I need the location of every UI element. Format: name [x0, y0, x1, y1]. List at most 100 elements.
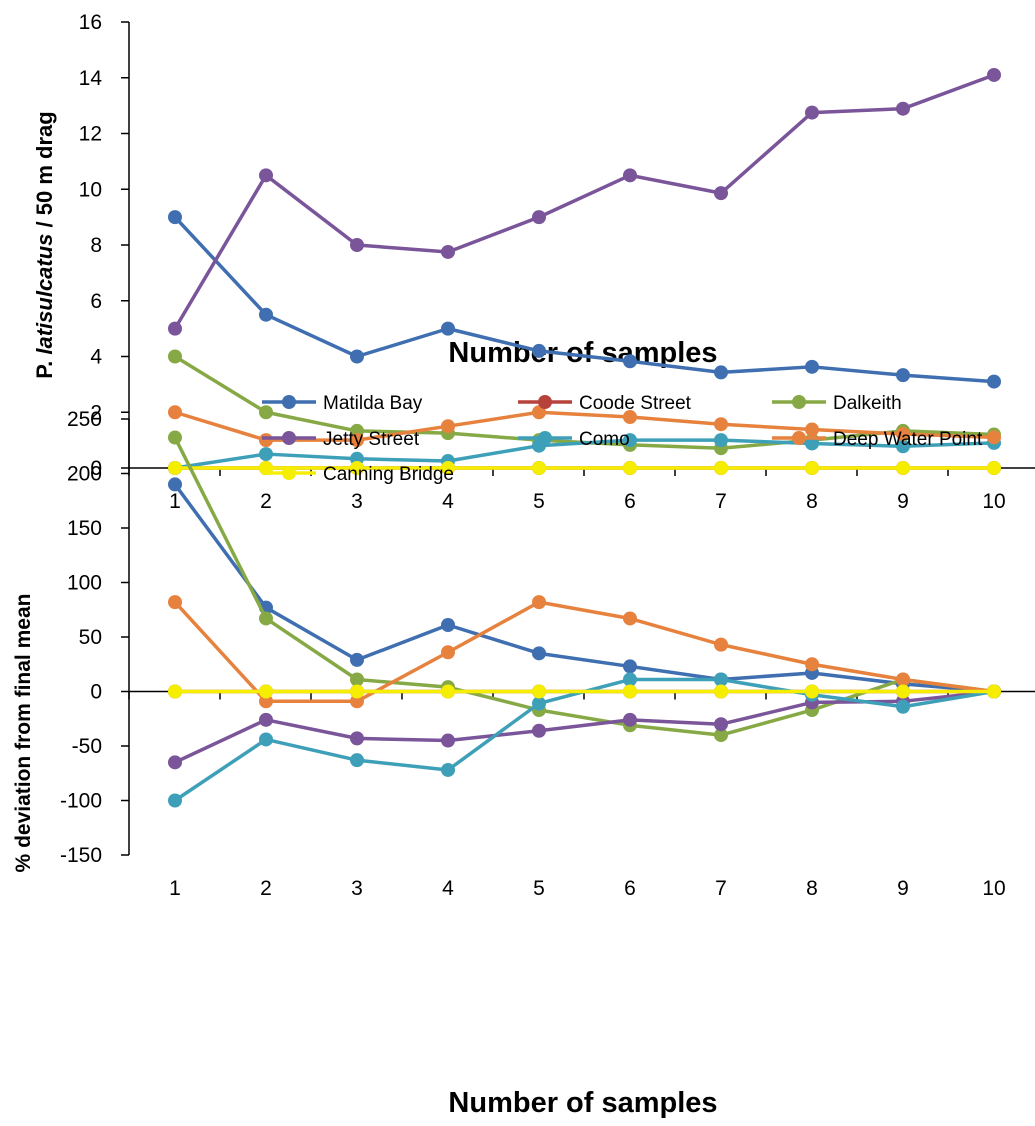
legend-label: Como [579, 429, 630, 450]
data-point-canning-bridge [532, 684, 546, 699]
data-point-como [623, 672, 637, 687]
data-point-jetty-street [350, 238, 364, 252]
data-point-canning-bridge [987, 461, 1001, 475]
data-point-deep-water-point [805, 657, 819, 672]
x-tick-label: 1 [169, 490, 181, 513]
legend-swatch-marker [538, 431, 552, 445]
series-line-matilda-bay [173, 215, 995, 384]
y-axis-title: P. latisulcatus / 50 m drag [32, 111, 57, 378]
x-axis-title: Number of samples [448, 337, 717, 369]
data-point-canning-bridge [532, 461, 546, 475]
data-point-jetty-street [168, 321, 182, 336]
data-point-dalkeith [168, 430, 182, 445]
data-point-jetty-street [350, 731, 364, 746]
data-point-matilda-bay [441, 321, 455, 336]
data-point-matilda-bay [532, 646, 546, 661]
legend-swatch-marker [282, 466, 296, 480]
legend-item-matilda-bay: Matilda Bay [262, 393, 423, 414]
data-point-como [532, 696, 546, 711]
data-point-como [350, 753, 364, 768]
data-point-jetty-street [896, 101, 910, 116]
data-point-jetty-street [441, 733, 455, 748]
data-point-canning-bridge [896, 684, 910, 699]
data-point-matilda-bay [350, 652, 364, 667]
x-tick-label: 7 [715, 490, 727, 513]
data-point-como [714, 433, 728, 448]
y-tick-label: -50 [72, 735, 102, 758]
data-point-canning-bridge [805, 461, 819, 475]
x-tick-label: 2 [260, 877, 272, 900]
data-point-dalkeith [259, 611, 273, 626]
x-tick-label: 6 [624, 877, 636, 900]
data-point-como [259, 447, 273, 462]
x-tick-label: 4 [442, 877, 454, 900]
x-tick-label: 10 [982, 490, 1005, 513]
data-point-canning-bridge [168, 684, 182, 699]
data-point-deep-water-point [805, 422, 819, 437]
data-point-dalkeith [259, 405, 273, 420]
x-tick-label: 2 [260, 490, 272, 513]
data-point-deep-water-point [532, 595, 546, 610]
data-point-matilda-bay [441, 618, 455, 633]
data-point-matilda-bay [350, 349, 364, 364]
data-point-canning-bridge [168, 461, 182, 475]
legend-item-canning-bridge: Canning Bridge [262, 464, 454, 485]
data-point-como [805, 436, 819, 451]
data-point-matilda-bay [532, 343, 546, 358]
y-tick-label: 200 [67, 463, 102, 486]
x-tick-label: 8 [806, 877, 818, 900]
legend-label: Dalkeith [833, 393, 902, 414]
data-point-como [896, 699, 910, 714]
y-tick-label: 0 [90, 457, 102, 480]
legend-swatch-marker [538, 395, 552, 409]
data-point-canning-bridge [805, 684, 819, 699]
x-tick-label: 7 [715, 877, 727, 900]
data-point-jetty-street [259, 168, 273, 183]
x-tick-label: 4 [442, 490, 454, 513]
y-tick-label: 16 [79, 11, 102, 34]
data-point-jetty-street [168, 755, 182, 770]
data-point-deep-water-point [532, 405, 546, 420]
y-tick-label: -100 [60, 790, 102, 813]
legend-swatch-marker [792, 395, 806, 409]
data-point-jetty-street [623, 712, 637, 727]
y-tick-label: 10 [79, 178, 102, 201]
data-point-deep-water-point [168, 595, 182, 610]
series-line-matilda-bay [173, 483, 995, 694]
data-point-matilda-bay [259, 307, 273, 322]
y-tick-label: 150 [67, 517, 102, 540]
data-point-deep-water-point [168, 405, 182, 420]
legend-swatch-marker [282, 431, 296, 445]
legend-label: Jetty Street [323, 429, 420, 450]
data-point-deep-water-point [441, 645, 455, 660]
series-line-deep-water-point [173, 600, 995, 704]
y-axis-title-prefix: P. [32, 355, 57, 379]
data-point-dalkeith [168, 349, 182, 364]
x-tick-label: 3 [351, 877, 363, 900]
legend-item-dalkeith: Dalkeith [772, 393, 902, 414]
data-point-jetty-street [805, 105, 819, 120]
data-point-deep-water-point [623, 409, 637, 424]
legend-swatch-marker [792, 431, 806, 445]
y-tick-label: 2 [90, 401, 102, 424]
y-tick-label: -150 [60, 844, 102, 867]
data-point-deep-water-point [896, 672, 910, 687]
data-point-canning-bridge [714, 684, 728, 699]
series-line-deep-water-point [174, 410, 995, 442]
data-point-canning-bridge [623, 461, 637, 475]
legend-label: Canning Bridge [323, 464, 454, 485]
legend-label: Deep Water Point [833, 429, 983, 450]
y-tick-label: 100 [67, 572, 102, 595]
data-point-jetty-street [532, 210, 546, 225]
legend-swatch-marker [282, 395, 296, 409]
x-tick-label: 8 [806, 490, 818, 513]
data-point-como [168, 793, 182, 808]
y-tick-label: 4 [90, 346, 102, 369]
legend-label: Matilda Bay [323, 393, 423, 414]
data-point-deep-water-point [623, 611, 637, 626]
data-point-deep-water-point [350, 433, 364, 448]
data-point-matilda-bay [896, 368, 910, 383]
x-tick-label: 3 [351, 490, 363, 513]
